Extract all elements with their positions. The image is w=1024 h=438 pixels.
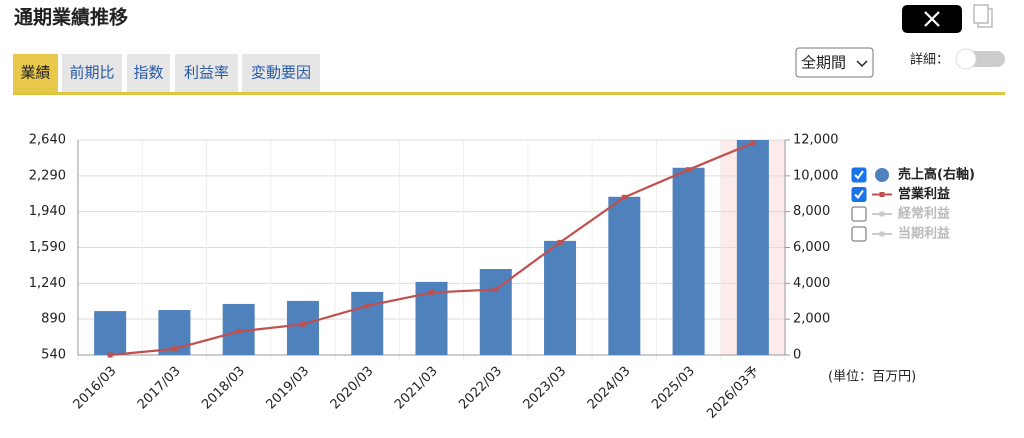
x-tick-label: 2021/03 <box>392 364 441 413</box>
tab-underline <box>13 92 1005 95</box>
line-marker <box>750 140 756 146</box>
tab-label: 変動要因 <box>251 64 311 82</box>
x-tick-label: 2024/03 <box>585 364 634 413</box>
line-marker <box>364 303 370 309</box>
x-tick-label: 2017/03 <box>135 364 184 413</box>
legend-label: 経常利益 <box>898 206 950 222</box>
line-marker <box>429 290 434 296</box>
y-tick-label: 2,640 <box>29 133 66 148</box>
period-select-label: 全期間 <box>801 54 846 72</box>
x-tick-label: 2020/03 <box>328 364 377 413</box>
y-tick-label: 1,240 <box>29 276 66 291</box>
page-title: 通期業績推移 <box>14 6 128 29</box>
bar <box>736 140 769 355</box>
bar <box>544 240 577 355</box>
bar <box>608 196 641 355</box>
x-tick-label: 2022/03 <box>456 364 505 413</box>
y2-tick-label: 10,000 <box>793 168 839 183</box>
line-marker <box>621 194 627 200</box>
line-marker <box>557 239 563 245</box>
line-marker <box>300 321 306 327</box>
bar <box>672 167 705 355</box>
y2-tick-label: 0 <box>793 348 801 363</box>
legend-swatch-marker <box>879 211 885 217</box>
checkmark <box>854 170 864 180</box>
y2-tick-label: 4,000 <box>793 276 830 291</box>
tab-label: 利益率 <box>184 64 229 82</box>
x-tick-label: 2016/03 <box>71 364 120 413</box>
tab[interactable] <box>13 54 58 92</box>
copy-icon <box>973 4 989 24</box>
y-tick-label: 1,590 <box>29 240 66 255</box>
line-marker <box>236 328 242 334</box>
bar <box>351 291 384 355</box>
unit-note: (単位：百万円) <box>828 369 916 385</box>
legend-label: 売上高(右軸) <box>898 167 975 183</box>
x-tick-label: 2019/03 <box>263 364 312 413</box>
legend-checkbox[interactable] <box>851 206 867 222</box>
y2-tick-label: 6,000 <box>793 240 830 255</box>
y-tick-label: 1,940 <box>29 204 66 219</box>
x-tick-label: 2025/03 <box>649 364 698 413</box>
legend-label: 当期利益 <box>898 226 950 242</box>
x-tick-label: 2023/03 <box>521 364 570 413</box>
tab[interactable] <box>175 54 238 92</box>
tab-label: 前期比 <box>69 64 114 82</box>
x-tick-label: 2018/03 <box>199 364 248 413</box>
y2-tick-label: 8,000 <box>793 204 830 219</box>
line-marker <box>686 167 692 173</box>
y-tick-label: 540 <box>41 348 66 363</box>
tab[interactable] <box>127 54 170 92</box>
y-tick-label: 2,290 <box>29 168 66 183</box>
period-select[interactable] <box>795 47 874 78</box>
toggle-knob <box>955 48 977 70</box>
legend-checkbox[interactable] <box>851 226 867 242</box>
detail-label: 詳細： <box>910 52 949 68</box>
legend-swatch-marker <box>879 231 885 237</box>
y2-tick-label: 12,000 <box>793 133 839 148</box>
line-marker <box>171 346 177 352</box>
bar <box>286 300 319 355</box>
tab[interactable] <box>242 54 320 92</box>
y2-tick-label: 2,000 <box>793 312 830 327</box>
tab-label: 業績 <box>20 64 50 82</box>
line-marker <box>107 352 113 358</box>
legend-label: 営業利益 <box>898 186 950 202</box>
tab[interactable] <box>62 54 122 92</box>
bar <box>94 311 127 355</box>
line-marker <box>493 286 499 292</box>
x-tick-label: 2026/03予 <box>704 364 762 422</box>
y-tick-label: 890 <box>41 312 66 327</box>
legend-swatch <box>875 168 889 182</box>
x-logo <box>924 11 940 27</box>
bar <box>479 269 512 355</box>
tab-label: 指数 <box>133 64 163 82</box>
legend-swatch-marker <box>879 192 885 197</box>
checkmark <box>854 189 864 200</box>
select-arrow <box>856 60 868 68</box>
